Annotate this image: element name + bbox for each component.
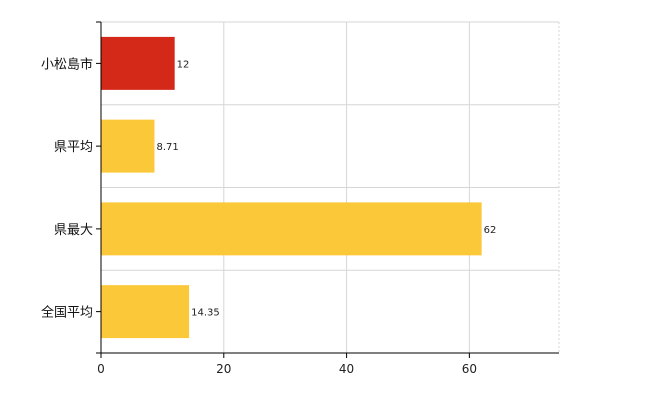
bars (101, 36, 482, 339)
data-label: 14.35 (191, 308, 220, 319)
data-label: 8.71 (156, 142, 178, 153)
x-tick-label: 60 (462, 362, 477, 376)
bar (101, 285, 190, 339)
category-label: 全国平均 (41, 305, 93, 321)
category-label: 県平均 (54, 140, 93, 155)
bar (101, 119, 155, 173)
bar (101, 36, 175, 90)
data-label: 62 (484, 225, 497, 236)
x-tick-label: 20 (216, 362, 231, 376)
category-label: 県最大 (54, 223, 93, 238)
bar (101, 202, 482, 256)
x-tick-label: 0 (97, 362, 105, 376)
axes (96, 21, 559, 358)
x-tick-label: 40 (339, 362, 354, 376)
data-label: 12 (177, 59, 190, 70)
labels: 12 小松島市 8.71 県平均 62 県最大 14.35 全国平均 0 20 40 60 (41, 56, 496, 376)
category-label: 小松島市 (41, 56, 93, 72)
